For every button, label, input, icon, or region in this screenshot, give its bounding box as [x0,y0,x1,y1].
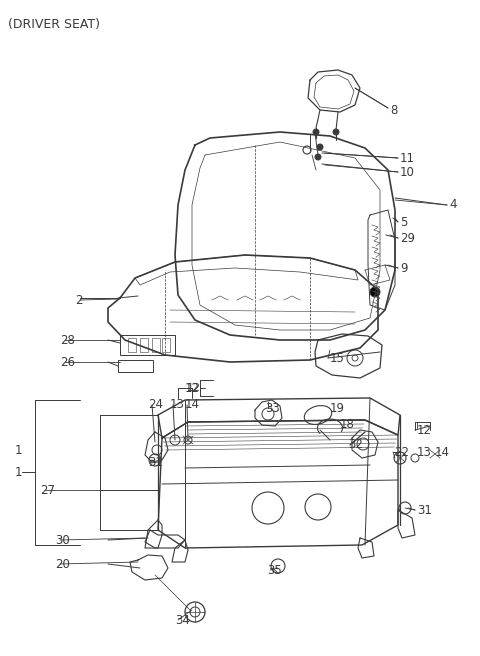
Text: (DRIVER SEAT): (DRIVER SEAT) [8,18,100,31]
Text: 27: 27 [40,483,55,497]
Text: 13: 13 [170,398,185,411]
Text: 31: 31 [148,457,163,470]
Circle shape [313,129,319,135]
Text: 12: 12 [417,424,432,436]
Text: 12: 12 [185,382,200,394]
Text: 13: 13 [417,445,432,459]
Text: 1: 1 [15,466,23,478]
Text: 4: 4 [449,199,456,211]
Text: 20: 20 [55,558,70,571]
Text: 24: 24 [148,398,163,411]
Text: 22: 22 [394,445,409,459]
Circle shape [352,355,358,361]
Text: 15: 15 [330,352,345,365]
Text: 14: 14 [435,445,450,459]
Text: 10: 10 [400,165,415,178]
Text: 32: 32 [348,438,363,451]
Text: 14: 14 [185,398,200,411]
Text: 2: 2 [75,293,83,306]
Text: 34: 34 [175,613,190,626]
Circle shape [333,129,339,135]
Text: 26: 26 [60,356,75,369]
Circle shape [315,154,321,160]
Circle shape [184,436,192,444]
Text: 29: 29 [400,232,415,245]
Text: 35: 35 [267,564,282,577]
Text: 5: 5 [400,216,408,228]
Circle shape [317,144,323,150]
Text: 1: 1 [15,443,23,457]
Text: 31: 31 [417,504,432,516]
Circle shape [370,287,380,297]
Text: 8: 8 [390,104,397,117]
Text: 19: 19 [330,401,345,415]
Text: 9: 9 [400,262,408,274]
Text: 30: 30 [55,533,70,546]
Text: 33: 33 [265,401,280,415]
Text: 11: 11 [400,152,415,165]
Text: 12: 12 [187,383,201,393]
Text: 18: 18 [340,417,355,430]
Text: 28: 28 [60,333,75,346]
